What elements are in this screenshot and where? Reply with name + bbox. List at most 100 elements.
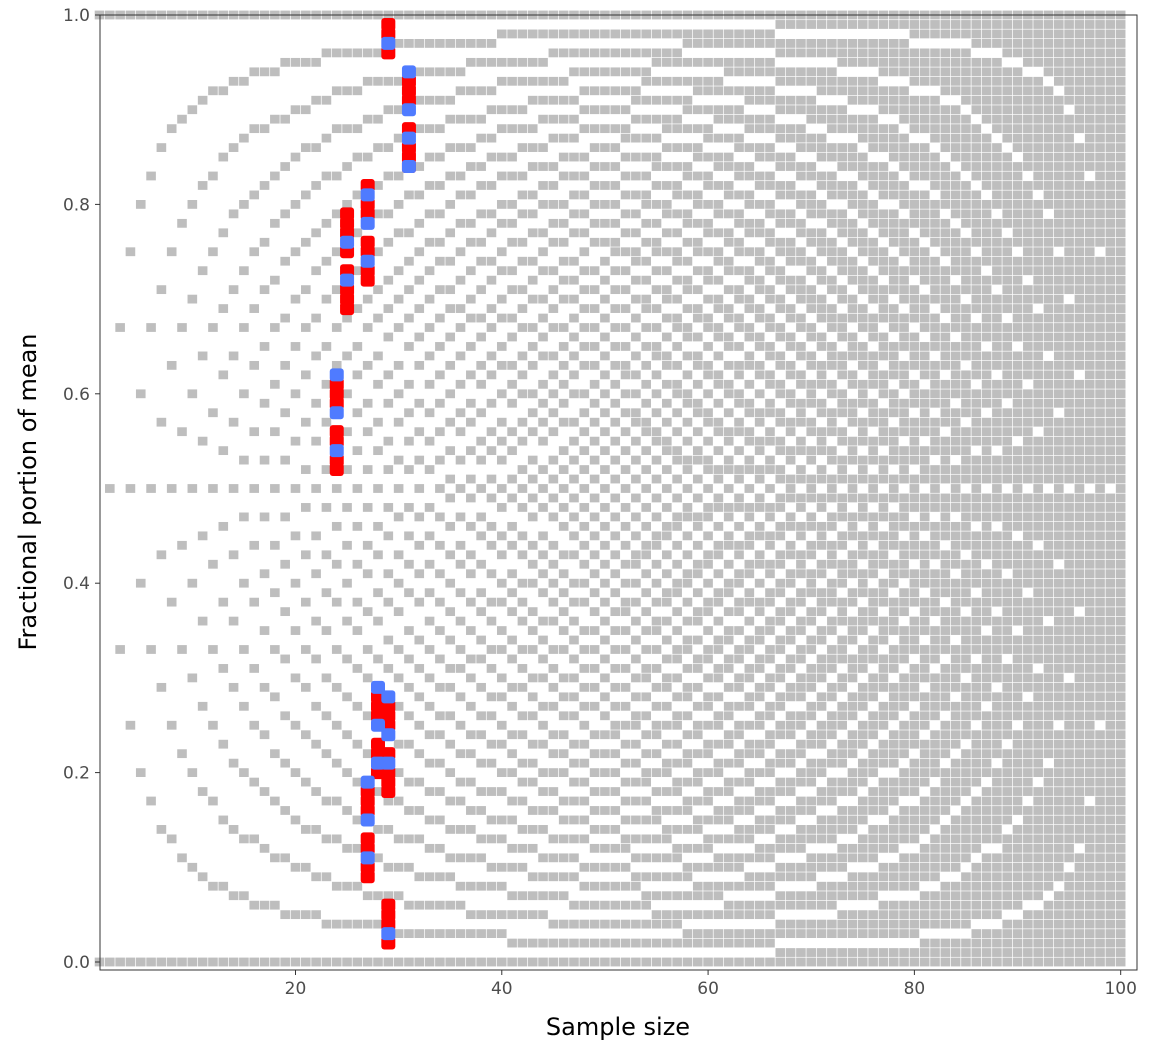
background-tile xyxy=(919,626,930,635)
background-tile xyxy=(558,95,569,105)
background-tile xyxy=(486,929,497,938)
background-tile xyxy=(713,76,724,86)
background-tile xyxy=(311,266,321,276)
background-tile xyxy=(1023,597,1033,607)
background-tile xyxy=(692,730,703,740)
background-tile xyxy=(1043,20,1054,29)
background-tile xyxy=(1043,607,1054,617)
background-tile xyxy=(589,86,600,96)
background-tile xyxy=(940,720,951,730)
background-tile xyxy=(631,578,641,588)
background-tile xyxy=(301,730,311,740)
background-tile xyxy=(785,237,796,247)
background-tile xyxy=(827,76,837,86)
background-tile xyxy=(785,749,796,759)
background-tile xyxy=(723,929,734,938)
background-tile xyxy=(723,588,734,598)
background-tile xyxy=(971,152,982,162)
background-tile xyxy=(765,67,775,77)
background-tile xyxy=(919,124,930,134)
background-tile xyxy=(744,720,755,730)
background-tile xyxy=(775,474,786,484)
background-tile xyxy=(301,862,311,872)
background-tile xyxy=(940,218,951,228)
background-tile xyxy=(806,919,817,929)
background-tile xyxy=(1023,806,1033,815)
background-tile xyxy=(847,408,858,418)
background-tile xyxy=(878,436,889,446)
background-tile xyxy=(847,787,858,796)
background-tile xyxy=(641,275,651,285)
background-tile xyxy=(259,569,270,579)
background-tile xyxy=(971,578,982,588)
background-tile xyxy=(672,806,682,815)
background-tile xyxy=(424,95,435,105)
background-tile xyxy=(259,730,270,740)
background-tile xyxy=(919,559,930,569)
background-tile xyxy=(620,919,631,929)
background-tile xyxy=(507,701,517,711)
background-tile xyxy=(754,825,765,834)
background-tile xyxy=(847,446,858,456)
background-tile xyxy=(610,825,621,834)
background-tile xyxy=(589,323,600,332)
background-tile xyxy=(321,417,332,427)
background-tile xyxy=(1064,730,1074,740)
background-tile xyxy=(919,815,930,825)
background-tile xyxy=(899,57,909,67)
background-tile xyxy=(744,569,755,579)
background-tile xyxy=(765,881,775,891)
background-tile xyxy=(837,76,847,86)
background-tile xyxy=(1074,948,1085,957)
background-tile xyxy=(961,181,971,190)
background-tile xyxy=(466,777,476,787)
background-tile xyxy=(527,323,538,332)
background-tile xyxy=(280,806,290,815)
background-tile xyxy=(858,616,868,626)
background-tile xyxy=(940,550,951,560)
background-tile xyxy=(424,436,435,446)
background-tile xyxy=(620,133,631,143)
background-tile xyxy=(1095,67,1105,77)
background-tile xyxy=(888,218,899,228)
background-tile xyxy=(816,540,827,550)
background-tile xyxy=(785,957,796,967)
background-tile xyxy=(961,351,971,361)
background-tile xyxy=(899,332,909,342)
background-tile xyxy=(1012,408,1023,418)
background-tile xyxy=(455,540,466,550)
background-tile xyxy=(754,853,765,863)
background-tile xyxy=(538,503,548,512)
background-tile xyxy=(1023,256,1033,266)
background-tile xyxy=(620,777,631,787)
background-tile xyxy=(723,682,734,692)
background-tile xyxy=(301,550,311,560)
background-tile xyxy=(744,900,755,910)
background-tile xyxy=(631,872,641,882)
background-tile xyxy=(445,768,456,777)
background-tile xyxy=(342,881,352,891)
background-tile xyxy=(672,360,682,370)
background-tile xyxy=(600,768,610,777)
background-tile xyxy=(1043,162,1054,171)
background-tile xyxy=(816,787,827,796)
background-tile xyxy=(1012,749,1023,759)
background-tile xyxy=(930,379,940,389)
background-tile xyxy=(445,825,456,834)
background-tile xyxy=(641,957,651,967)
background-tile xyxy=(930,360,940,370)
background-tile xyxy=(930,67,940,77)
background-tile xyxy=(703,749,713,759)
background-tile xyxy=(754,749,765,759)
background-tile xyxy=(765,408,775,418)
background-tile xyxy=(662,228,672,238)
background-tile xyxy=(981,730,992,740)
background-tile xyxy=(662,162,672,171)
background-tile xyxy=(1105,948,1116,957)
background-tile xyxy=(868,559,878,569)
background-tile xyxy=(352,266,363,276)
background-tile xyxy=(940,342,951,351)
background-tile xyxy=(930,76,940,86)
background-tile xyxy=(589,701,600,711)
background-tile xyxy=(620,48,631,58)
